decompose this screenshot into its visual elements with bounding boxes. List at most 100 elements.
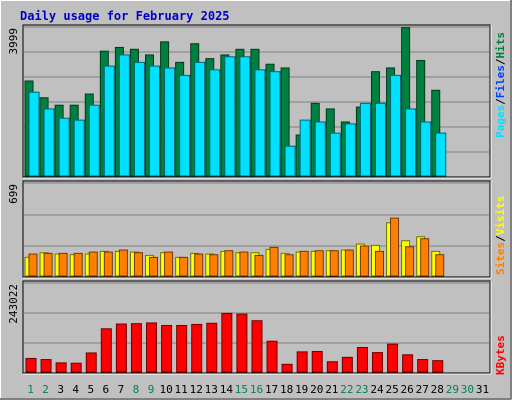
bar-pages-day-4 xyxy=(73,119,85,177)
bar-pages-day-27 xyxy=(420,121,432,177)
x-axis-day-label: 20 xyxy=(310,383,323,396)
bar-sites-day-27 xyxy=(420,238,430,277)
bar-kbytes-day-4 xyxy=(70,362,82,373)
bar-pages-day-14 xyxy=(224,56,236,177)
bar-kbytes-day-25 xyxy=(387,343,399,373)
bar-kbytes-day-18 xyxy=(281,363,293,373)
legend-pages-files-hits-part: Pages xyxy=(494,105,507,138)
x-axis-day-label: 29 xyxy=(446,383,459,396)
chart-title: Daily usage for February 2025 xyxy=(20,9,230,23)
bar-pages-day-15 xyxy=(239,56,251,177)
x-axis-day-label: 5 xyxy=(87,383,94,396)
bar-sites-day-21 xyxy=(329,250,339,277)
bar-kbytes-day-20 xyxy=(311,350,323,373)
legend-pages-files-hits-part: Hits xyxy=(494,32,507,59)
bar-sites-day-22 xyxy=(344,249,354,277)
bar-kbytes-day-13 xyxy=(206,322,218,373)
legend-kbytes-part: KBytes xyxy=(494,335,507,375)
bar-kbytes-day-15 xyxy=(236,313,248,373)
x-axis-day-label: 23 xyxy=(355,383,368,396)
bar-pages-day-18 xyxy=(284,145,296,177)
bar-sites-day-9 xyxy=(149,256,159,277)
bar-pages-day-10 xyxy=(164,67,176,177)
bar-sites-day-17 xyxy=(269,246,279,277)
x-axis-day-label: 17 xyxy=(265,383,278,396)
x-axis-day-label: 19 xyxy=(295,383,308,396)
legend-sites-visits: Sites/Visits xyxy=(494,196,507,276)
bar-sites-day-25 xyxy=(390,217,400,277)
bar-kbytes-day-2 xyxy=(40,359,52,373)
bar-pages-day-9 xyxy=(149,65,161,177)
x-axis-day-label: 8 xyxy=(133,383,140,396)
bar-sites-day-16 xyxy=(254,254,264,277)
legend-sites-visits-part: Visits xyxy=(494,196,507,236)
bar-kbytes-day-23 xyxy=(356,346,368,373)
bar-pages-day-2 xyxy=(43,108,55,177)
bar-sites-day-28 xyxy=(435,254,445,277)
y-axis-max-label: 699 xyxy=(7,184,20,204)
bar-pages-day-3 xyxy=(58,117,70,177)
bar-pages-day-7 xyxy=(118,54,130,177)
bar-kbytes-day-16 xyxy=(251,320,263,373)
bar-pages-day-28 xyxy=(435,132,447,177)
x-axis-day-label: 16 xyxy=(250,383,263,396)
x-axis-day-label: 9 xyxy=(148,383,155,396)
bar-kbytes-day-9 xyxy=(146,322,158,373)
x-axis-day-label: 24 xyxy=(370,383,384,396)
bar-sites-day-5 xyxy=(88,251,98,277)
bar-sites-day-19 xyxy=(299,250,309,277)
bar-pages-day-24 xyxy=(374,102,386,177)
bar-sites-day-15 xyxy=(239,251,249,277)
x-axis-day-label: 7 xyxy=(118,383,125,396)
bar-sites-day-13 xyxy=(209,254,219,277)
bar-kbytes-day-21 xyxy=(326,361,338,373)
bar-pages-day-19 xyxy=(299,119,311,177)
bar-kbytes-day-8 xyxy=(130,323,142,373)
bar-kbytes-day-12 xyxy=(191,323,203,373)
x-axis-day-label: 6 xyxy=(103,383,110,396)
bar-kbytes-day-11 xyxy=(176,324,188,373)
bar-pages-day-23 xyxy=(359,102,371,177)
bar-sites-day-14 xyxy=(224,250,234,277)
bar-sites-day-2 xyxy=(43,252,53,277)
bar-pages-day-5 xyxy=(88,104,100,177)
bar-kbytes-day-10 xyxy=(161,324,173,373)
legend-pages-files-hits-part: / xyxy=(494,58,507,65)
bar-pages-day-8 xyxy=(133,61,145,177)
bar-kbytes-day-7 xyxy=(115,323,127,373)
bar-sites-day-4 xyxy=(73,252,83,277)
x-axis-day-label: 18 xyxy=(280,383,293,396)
x-axis-day-label: 15 xyxy=(235,383,248,396)
bar-kbytes-day-17 xyxy=(266,340,278,373)
x-axis-day-label: 25 xyxy=(385,383,398,396)
bar-pages-day-26 xyxy=(405,108,417,177)
x-axis-day-label: 26 xyxy=(401,383,414,396)
bar-sites-day-20 xyxy=(314,250,324,277)
bar-sites-day-11 xyxy=(179,256,189,277)
bar-kbytes-day-19 xyxy=(296,351,308,373)
bar-pages-day-13 xyxy=(209,69,221,177)
bar-pages-day-12 xyxy=(194,61,206,177)
bar-sites-day-18 xyxy=(284,254,294,277)
x-axis-day-label: 1 xyxy=(27,383,34,396)
bar-kbytes-day-27 xyxy=(417,359,429,373)
legend-kbytes: KBytes xyxy=(494,335,507,375)
bar-sites-day-7 xyxy=(118,249,128,277)
legend-pages-files-hits-part: Files xyxy=(494,65,507,98)
x-axis-day-label: 2 xyxy=(42,383,49,396)
bar-kbytes-day-5 xyxy=(85,352,97,373)
x-axis-day-label: 21 xyxy=(325,383,338,396)
bar-kbytes-day-1 xyxy=(25,357,37,373)
legend-sites-visits-part: Sites xyxy=(494,242,507,275)
bar-pages-day-6 xyxy=(103,65,115,177)
x-axis-day-label: 11 xyxy=(175,383,188,396)
x-axis-day-label: 10 xyxy=(159,383,172,396)
bar-kbytes-day-22 xyxy=(341,356,353,373)
bar-pages-day-1 xyxy=(28,91,40,177)
bar-pages-day-20 xyxy=(314,121,326,177)
bar-sites-day-10 xyxy=(164,251,174,277)
bar-kbytes-day-6 xyxy=(100,328,112,373)
bar-sites-day-24 xyxy=(374,250,384,277)
bar-kbytes-day-24 xyxy=(371,352,383,373)
